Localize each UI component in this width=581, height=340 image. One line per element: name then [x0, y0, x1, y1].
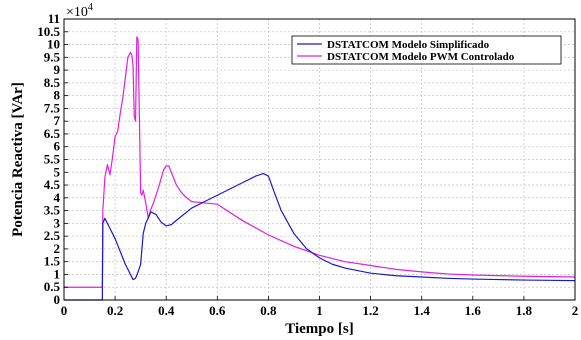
y-tick-label: 6.5 [44, 126, 61, 141]
y-tick-label: 4 [54, 190, 61, 205]
y-tick-label: 7 [54, 113, 61, 128]
x-tick-label: 0.2 [107, 303, 123, 318]
y-tick-label: 9 [54, 62, 61, 77]
legend-entry-pwm: DSTATCOM Modelo PWM Controlado [327, 51, 515, 63]
x-tick-label: 0.6 [209, 303, 226, 318]
series-line-simplificado [64, 172, 576, 301]
x-tick-label: 1.8 [516, 303, 533, 318]
x-tick-label: 1 [316, 303, 323, 318]
y-tick-label: 10.5 [37, 24, 60, 39]
y-tick-label: 0 [54, 292, 61, 307]
legend: DSTATCOM Modelo Simplificado DSTATCOM Mo… [291, 35, 562, 65]
y-ticks: 00.511.522.533.544.555.566.577.588.599.5… [37, 11, 68, 307]
x-tick-label: 1.2 [362, 303, 378, 318]
series-group [64, 36, 576, 301]
y-tick-label: 2.5 [44, 228, 61, 243]
x-tick-label: 1.4 [414, 303, 431, 318]
y-tick-label: 3.5 [44, 203, 61, 218]
y-tick-label: 6 [54, 139, 61, 154]
y-tick-label: 9.5 [44, 49, 61, 64]
y-multiplier-base: ×10 [66, 5, 88, 20]
y-multiplier-exponent: 4 [88, 2, 93, 13]
y-multiplier: ×104 [66, 2, 93, 20]
y-tick-label: 4.5 [44, 177, 61, 192]
x-axis-label: Tiempo [s] [285, 321, 353, 337]
legend-entry-simplificado: DSTATCOM Modelo Simplificado [327, 39, 490, 51]
x-tick-label: 0.4 [158, 303, 175, 318]
y-tick-label: 8 [54, 88, 61, 103]
y-tick-label: 1.5 [44, 254, 61, 269]
y-tick-label: 1 [54, 266, 61, 281]
y-tick-label: 7.5 [44, 100, 61, 115]
y-tick-label: 5.5 [44, 152, 61, 167]
y-tick-label: 5 [54, 164, 61, 179]
x-tick-label: 1.6 [465, 303, 482, 318]
y-tick-label: 3 [54, 215, 61, 230]
x-tick-label: 0 [61, 303, 68, 318]
legend-box [291, 35, 562, 65]
y-tick-label: 10 [47, 37, 60, 52]
x-ticks: 0 0.2 0.4 0.6 0.8 1 1.2 1.4 1.6 1.8 2 [61, 296, 579, 318]
grid [64, 19, 575, 300]
x-tick-label: 2 [572, 303, 579, 318]
y-tick-label: 11 [48, 11, 60, 26]
y-tick-label: 2 [54, 241, 61, 256]
y-tick-label: 8.5 [44, 75, 61, 90]
x-tick-label: 0.8 [260, 303, 277, 318]
y-tick-label: 0.5 [44, 279, 61, 294]
y-axis-label: Potencia Reactiva [VAr] [10, 82, 26, 237]
